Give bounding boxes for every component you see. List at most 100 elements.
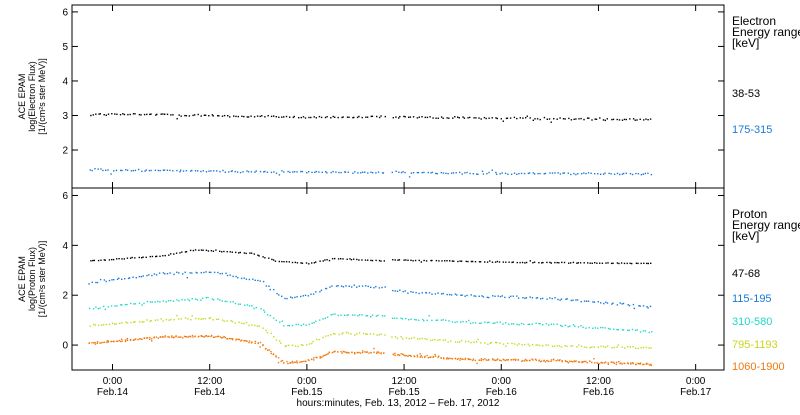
y-tick-label: 5	[62, 42, 68, 53]
data-point	[124, 303, 127, 306]
data-point	[162, 272, 165, 274]
data-point	[416, 171, 419, 174]
data-point	[322, 355, 324, 357]
legend-entry: 115-195	[732, 293, 772, 305]
axes-layer	[71, 4, 725, 371]
data-point	[612, 262, 614, 264]
data-point	[203, 271, 205, 274]
data-point	[538, 262, 540, 264]
data-point	[111, 279, 113, 281]
data-point	[470, 358, 472, 361]
data-point	[528, 359, 531, 362]
data-point	[92, 259, 94, 262]
data-point	[208, 271, 211, 273]
data-point	[191, 315, 193, 317]
data-point	[154, 319, 157, 321]
data-point	[334, 313, 336, 315]
data-point	[100, 168, 102, 170]
data-point	[281, 170, 283, 172]
data-point	[523, 172, 526, 175]
data-point	[344, 171, 347, 173]
data-point	[489, 342, 491, 345]
data-point	[145, 256, 147, 258]
data-point	[480, 342, 482, 344]
data-point	[361, 285, 364, 287]
data-point	[615, 361, 618, 364]
data-point	[320, 116, 323, 119]
data-point	[283, 362, 285, 364]
data-point	[468, 319, 470, 322]
data-point	[330, 314, 332, 316]
data-point	[637, 362, 639, 365]
data-point	[423, 259, 425, 262]
data-point	[89, 325, 91, 327]
data-point	[108, 323, 111, 325]
data-point	[154, 169, 157, 171]
data-point	[522, 323, 525, 325]
data-point	[393, 317, 396, 319]
data-point	[231, 338, 234, 340]
data-point	[583, 346, 586, 348]
data-point	[495, 341, 497, 344]
data-point	[583, 262, 585, 264]
data-point	[122, 113, 124, 115]
data-point	[524, 360, 526, 362]
data-point	[627, 304, 629, 306]
data-point	[347, 351, 349, 354]
data-point	[464, 295, 466, 297]
data-point	[210, 271, 212, 274]
data-point	[648, 331, 650, 334]
data-point	[538, 322, 540, 325]
data-point	[205, 249, 208, 251]
data-point	[505, 117, 508, 120]
data-point	[356, 286, 358, 288]
data-point	[589, 262, 591, 264]
data-point	[383, 260, 385, 262]
data-point	[453, 260, 455, 262]
data-point	[456, 294, 458, 296]
data-point	[348, 352, 350, 354]
data-point	[561, 261, 563, 264]
data-point	[568, 262, 570, 264]
data-point	[250, 115, 252, 117]
data-point	[457, 341, 459, 343]
data-point	[624, 362, 626, 365]
data-point	[342, 286, 345, 288]
data-point	[391, 336, 393, 338]
data-point	[514, 359, 517, 361]
data-point	[516, 117, 518, 120]
data-point	[586, 362, 588, 364]
data-point	[300, 361, 303, 363]
data-point	[346, 352, 348, 354]
data-point	[213, 271, 216, 274]
data-point	[392, 259, 394, 261]
data-point	[325, 171, 327, 173]
data-point	[103, 279, 106, 281]
data-point	[252, 278, 254, 280]
data-point	[430, 259, 432, 262]
data-point	[126, 303, 128, 306]
data-point	[115, 169, 118, 172]
data-point	[492, 359, 494, 361]
data-point	[275, 356, 277, 358]
data-point	[217, 335, 219, 338]
data-point	[251, 305, 253, 307]
data-point	[243, 115, 245, 118]
data-point	[400, 317, 402, 319]
data-point	[331, 285, 333, 287]
data-point	[169, 299, 172, 302]
data-point	[187, 298, 189, 301]
data-point	[629, 118, 631, 120]
data-point	[576, 262, 578, 264]
data-point	[129, 113, 131, 116]
data-point	[370, 115, 372, 118]
data-point	[235, 115, 237, 118]
data-point	[481, 170, 484, 172]
y-tick-label: 6	[62, 7, 68, 18]
data-point	[162, 320, 164, 322]
data-point	[426, 354, 428, 357]
data-point	[124, 278, 126, 280]
data-point	[567, 172, 569, 174]
data-point	[200, 115, 202, 117]
